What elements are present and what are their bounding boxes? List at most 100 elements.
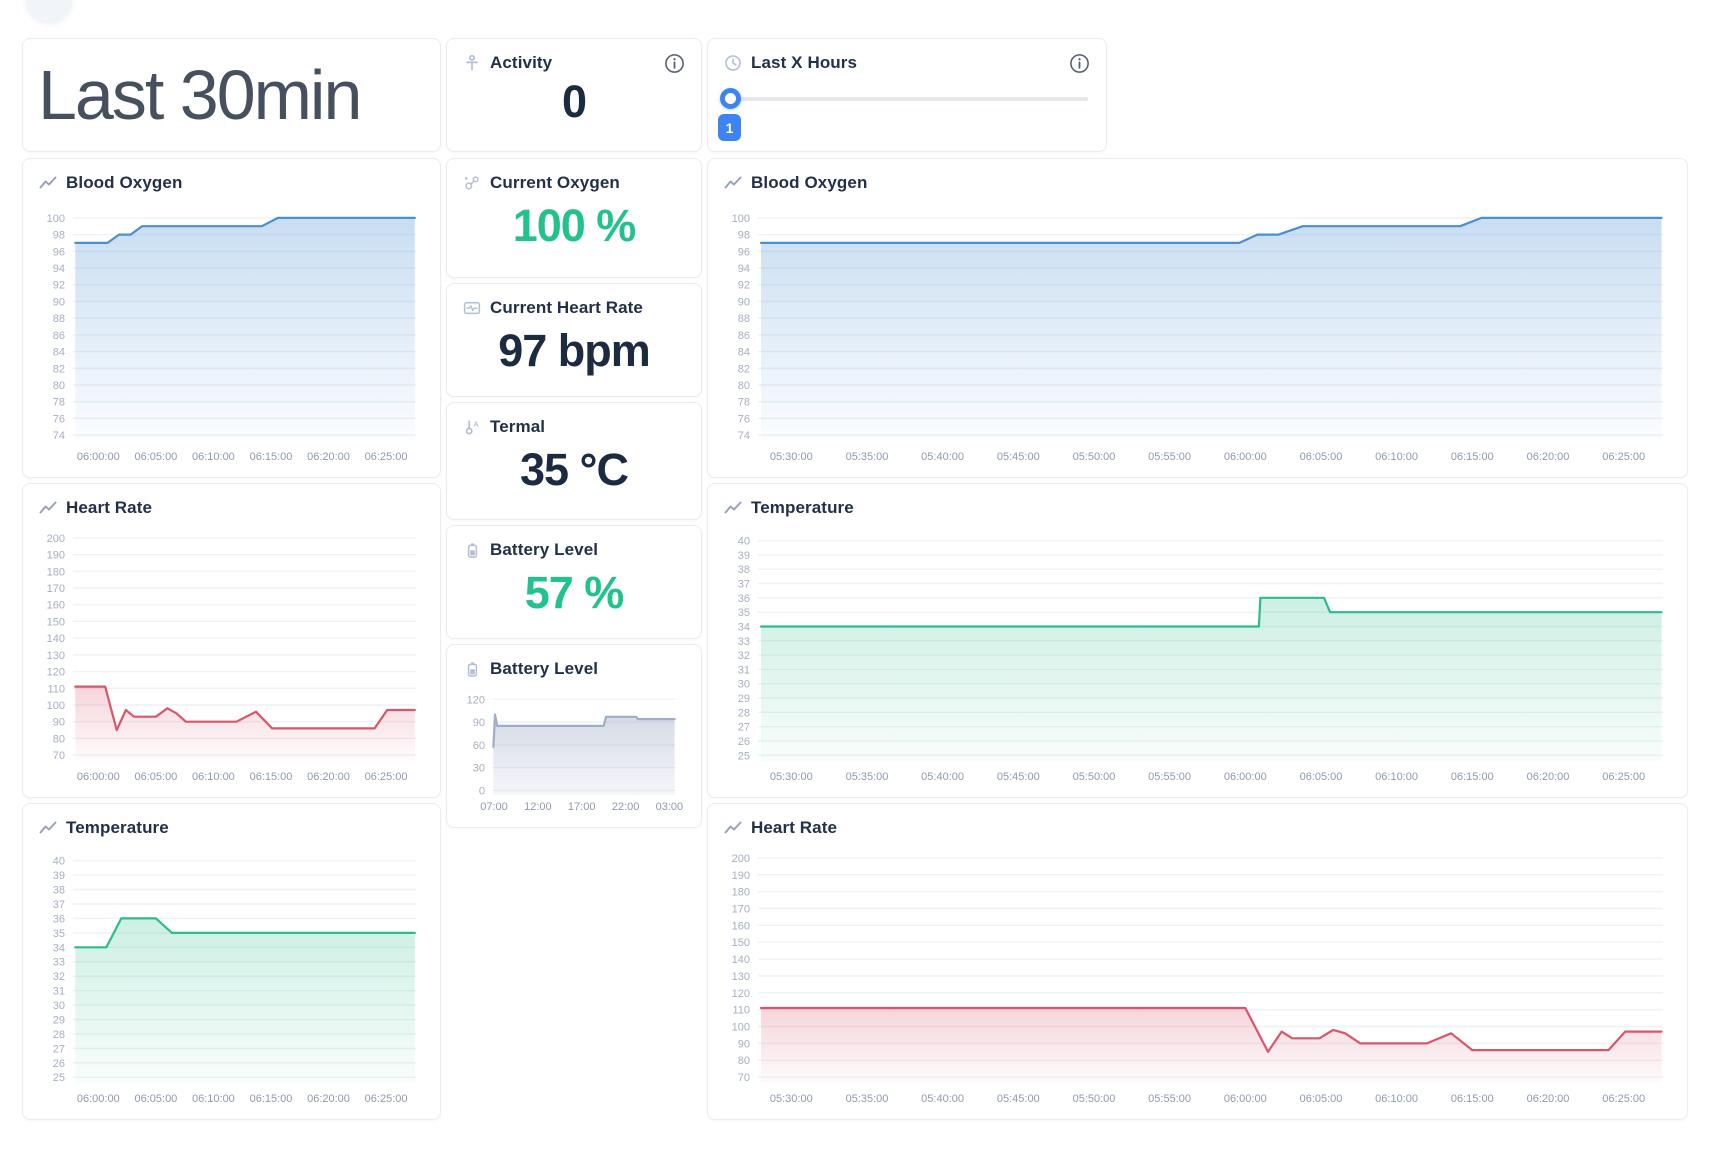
line-chart-icon [39,819,57,837]
info-icon[interactable] [1069,53,1090,74]
temperature-chart-30min[interactable]: 40 39 38 37 36 35 34 33 32 31 30 29 28 27 26 25 06:00:00… [39,842,424,1107]
svg-text:06:10:00: 06:10:00 [1375,451,1418,463]
thermometer-icon: A [463,418,481,436]
blood-oxygen-chart-hourly[interactable]: 100 98 96 94 92 90 88 86 84 82 80 78 76 74 05:30:00 05:… [724,197,1671,465]
svg-text:06:20:00: 06:20:00 [1527,451,1570,463]
svg-text:80: 80 [53,733,65,745]
svg-text:06:10:00: 06:10:00 [192,1093,235,1105]
svg-text:12:00: 12:00 [524,801,552,813]
svg-text:120: 120 [732,988,750,1000]
heart-rate-panel-30min: Heart Rate 200 190 180 170 160 150 140 130 120 11… [22,483,441,798]
svg-text:06:05:00: 06:05:00 [1300,771,1343,783]
svg-text:06:00:00: 06:00:00 [1224,451,1267,463]
slider-value-badge: 1 [718,114,741,141]
heart-rate-chart-hourly[interactable]: 200 190 180 170 160 150 140 130 120 110 100 90 80 70 0… [724,842,1671,1107]
svg-text:22:00: 22:00 [612,801,640,813]
svg-text:120: 120 [467,694,485,706]
svg-text:05:30:00: 05:30:00 [770,771,813,783]
svg-text:38: 38 [53,885,65,897]
svg-text:32: 32 [738,650,750,662]
svg-text:80: 80 [738,1055,750,1067]
svg-text:05:35:00: 05:35:00 [846,451,889,463]
svg-text:80: 80 [53,380,65,392]
battery-icon [463,541,481,559]
hours-slider[interactable]: 1 [718,75,1090,141]
slider-handle[interactable] [720,88,741,109]
svg-text:06:20:00: 06:20:00 [307,451,350,463]
svg-text:06:10:00: 06:10:00 [192,451,235,463]
stat-label: Current Heart Rate [490,298,643,317]
svg-text:150: 150 [47,616,65,628]
svg-text:200: 200 [732,853,750,865]
svg-text:06:25:00: 06:25:00 [1602,1093,1645,1105]
svg-text:05:50:00: 05:50:00 [1073,1093,1116,1105]
svg-text:76: 76 [53,413,65,425]
svg-text:39: 39 [53,870,65,882]
svg-text:06:15:00: 06:15:00 [250,451,293,463]
svg-text:38: 38 [738,564,750,576]
info-icon[interactable] [664,53,685,74]
svg-text:92: 92 [53,280,65,292]
activity-value: 0 [561,76,587,127]
svg-text:170: 170 [47,583,65,595]
svg-text:06:20:00: 06:20:00 [1527,1093,1570,1105]
person-icon [463,54,481,72]
svg-text:05:40:00: 05:40:00 [921,451,964,463]
svg-text:06:20:00: 06:20:00 [307,771,350,783]
battery-level-chart[interactable]: 120 90 60 30 0 07:00 12:00 17:00 22:00 03:00 [463,683,685,815]
svg-text:07:00: 07:00 [480,801,508,813]
svg-text:190: 190 [732,870,750,882]
svg-text:03:00: 03:00 [656,801,684,813]
svg-text:86: 86 [738,330,750,342]
svg-text:37: 37 [738,579,750,591]
svg-text:94: 94 [738,263,750,275]
svg-text:110: 110 [47,683,65,695]
line-chart-icon [724,499,742,517]
chart-title: Temperature [66,818,169,837]
svg-text:25: 25 [53,1072,65,1084]
temperature-panel-hourly: Temperature 40 39 38 37 36 35 34 33 32 31 30 29 28 27… [707,483,1688,798]
heart-rate-panel-hourly: Heart Rate 200 190 180 170 160 150 140 130 120 11… [707,803,1688,1120]
current-oxygen-value: 100 % [512,200,637,251]
svg-text:70: 70 [738,1072,750,1084]
line-chart-icon [724,819,742,837]
battery-level-chart-panel: Battery Level 120 90 60 30 0 07:00 12:00 17:00 2… [446,644,702,828]
svg-text:90: 90 [53,296,65,308]
svg-text:190: 190 [47,550,65,562]
chart-title: Blood Oxygen [66,173,183,192]
svg-text:05:40:00: 05:40:00 [921,1093,964,1105]
line-chart-icon [724,174,742,192]
heart-rate-chart-30min[interactable]: 200 190 180 170 160 150 140 130 120 110 100 90 80 70 0… [39,522,424,785]
svg-text:06:25:00: 06:25:00 [1602,451,1645,463]
svg-text:39: 39 [738,550,750,562]
floating-button[interactable] [26,0,72,22]
svg-text:29: 29 [53,1015,65,1027]
current-heart-rate-card: Current Heart Rate 97 bpm [446,283,702,397]
activity-label: Activity [490,53,553,72]
temperature-chart-hourly[interactable]: 40 39 38 37 36 35 34 33 32 31 30 29 28 27 26 25 05:30:00… [724,522,1671,785]
stat-label: Battery Level [490,540,599,559]
svg-text:05:35:00: 05:35:00 [846,771,889,783]
blood-oxygen-panel-hourly: Blood Oxygen 100 98 96 94 92 90 88 86 84 82 80 78 76… [707,158,1688,478]
svg-text:17:00: 17:00 [568,801,596,813]
svg-text:200: 200 [47,533,65,545]
temperature-panel-30min: Temperature 40 39 38 37 36 35 34 33 32 31 30 29 28 27… [22,803,441,1120]
svg-text:06:25:00: 06:25:00 [365,771,408,783]
svg-text:88: 88 [738,313,750,325]
svg-text:06:05:00: 06:05:00 [134,771,177,783]
svg-text:05:30:00: 05:30:00 [770,1093,813,1105]
svg-text:100: 100 [47,213,65,225]
svg-text:94: 94 [53,263,65,275]
slider-track[interactable] [726,97,1088,101]
svg-text:180: 180 [732,887,750,899]
blood-oxygen-chart-30min[interactable]: 100 98 96 94 92 90 88 86 84 82 80 78 76 74 06:00:00 06:… [39,197,424,465]
svg-text:84: 84 [738,347,750,359]
svg-text:06:20:00: 06:20:00 [1527,771,1570,783]
svg-text:06:00:00: 06:00:00 [1224,1093,1267,1105]
svg-text:06:05:00: 06:05:00 [1300,451,1343,463]
svg-text:05:55:00: 05:55:00 [1148,771,1191,783]
thermal-card: A Termal 35 °C [446,402,702,520]
last-x-hours-card: Last X Hours 1 [707,38,1107,152]
svg-text:05:50:00: 05:50:00 [1073,451,1116,463]
blood-oxygen-panel-30min: Blood Oxygen 100 98 96 94 92 90 88 86 84 82 80 78 76… [22,158,441,478]
